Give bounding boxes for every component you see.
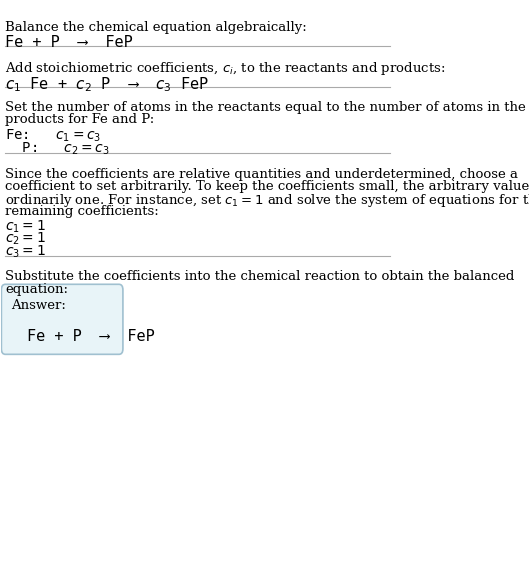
Text: products for Fe and P:: products for Fe and P: [5,113,154,127]
Text: P:   $c_2 = c_3$: P: $c_2 = c_3$ [5,140,110,157]
Text: Fe + P  ⟶  FeP: Fe + P ⟶ FeP [5,35,133,50]
Text: Answer:: Answer: [11,300,66,312]
Text: $c_2 = 1$: $c_2 = 1$ [5,231,46,248]
Text: ordinarily one. For instance, set $c_1 = 1$ and solve the system of equations fo: ordinarily one. For instance, set $c_1 =… [5,193,529,209]
Text: Fe:   $c_1 = c_3$: Fe: $c_1 = c_3$ [5,127,102,144]
Text: $c_1 = 1$: $c_1 = 1$ [5,219,46,235]
FancyBboxPatch shape [2,284,123,354]
Text: $c_3 = 1$: $c_3 = 1$ [5,243,46,260]
Text: Balance the chemical equation algebraically:: Balance the chemical equation algebraica… [5,21,307,34]
Text: Substitute the coefficients into the chemical reaction to obtain the balanced: Substitute the coefficients into the che… [5,270,515,283]
Text: Since the coefficients are relative quantities and underdetermined, choose a: Since the coefficients are relative quan… [5,168,518,181]
Text: equation:: equation: [5,283,68,296]
Text: coefficient to set arbitrarily. To keep the coefficients small, the arbitrary va: coefficient to set arbitrarily. To keep … [5,180,529,193]
Text: remaining coefficients:: remaining coefficients: [5,205,159,218]
Text: Fe + P  ⟶  FeP: Fe + P ⟶ FeP [27,329,154,344]
Text: $c_1$ Fe + $c_2$ P  ⟶  $c_3$ FeP: $c_1$ Fe + $c_2$ P ⟶ $c_3$ FeP [5,75,209,94]
Text: Set the number of atoms in the reactants equal to the number of atoms in the: Set the number of atoms in the reactants… [5,101,526,114]
Text: Add stoichiometric coefficients, $c_i$, to the reactants and products:: Add stoichiometric coefficients, $c_i$, … [5,60,446,77]
